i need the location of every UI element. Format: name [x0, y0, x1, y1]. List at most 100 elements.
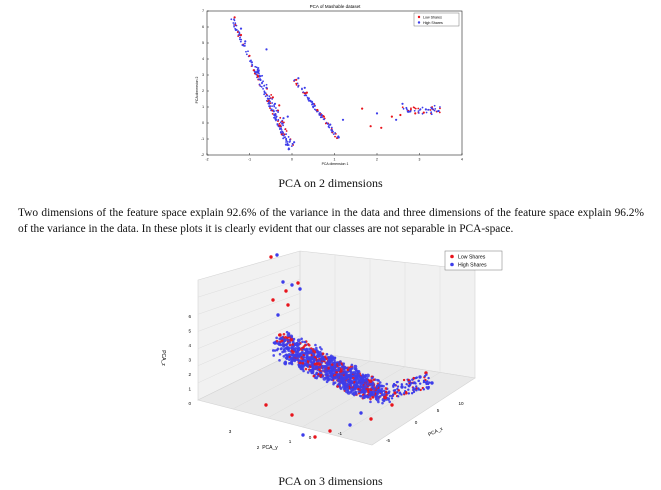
- x-tick-label: 10: [458, 401, 464, 406]
- cluster-point: [405, 106, 408, 109]
- cluster-point: [324, 122, 327, 125]
- data-point: [352, 370, 357, 375]
- data-point: [312, 374, 316, 378]
- data-point: [375, 397, 380, 402]
- cluster-point: [258, 83, 261, 86]
- data-point: [424, 108, 427, 111]
- data-point: [281, 280, 285, 284]
- data-point: [312, 102, 315, 105]
- y-tick-label: -1: [201, 137, 204, 141]
- cluster-point: [280, 131, 282, 133]
- data-point: [314, 343, 317, 347]
- data-point: [369, 400, 372, 404]
- data-point: [328, 360, 331, 363]
- y-tick-label: 5: [202, 41, 204, 45]
- data-point: [418, 375, 422, 379]
- cluster-point: [434, 107, 437, 110]
- data-point: [339, 360, 342, 363]
- data-point: [302, 355, 305, 359]
- data-point: [357, 387, 360, 391]
- data-point: [301, 346, 305, 350]
- data-point: [278, 104, 281, 107]
- data-point: [315, 366, 319, 370]
- data-point: [339, 387, 343, 390]
- data-point: [283, 339, 287, 343]
- data-point: [290, 413, 294, 417]
- data-point: [381, 401, 384, 405]
- data-point: [397, 389, 400, 392]
- data-point: [403, 391, 406, 395]
- y-tick-label: 2: [202, 89, 204, 93]
- legend-label-low: Low Shares: [423, 15, 442, 19]
- data-point: [378, 383, 381, 387]
- data-point: [346, 368, 350, 372]
- data-point: [414, 382, 417, 385]
- data-point: [325, 370, 329, 374]
- data-point: [378, 381, 382, 384]
- y-tick-label: -1: [338, 431, 343, 436]
- data-point: [380, 126, 383, 129]
- cluster-point: [278, 124, 281, 127]
- cluster-point: [414, 107, 417, 110]
- data-point: [384, 390, 388, 394]
- data-point: [325, 375, 329, 379]
- cluster-point: [286, 140, 289, 143]
- data-point: [317, 353, 321, 357]
- data-point: [410, 392, 414, 395]
- cluster-point: [331, 129, 334, 132]
- data-point: [273, 349, 277, 352]
- data-point: [284, 289, 288, 293]
- legend-label-high: High Shares: [423, 21, 443, 25]
- data-point: [305, 364, 309, 367]
- data-point: [326, 377, 330, 382]
- cluster-point: [332, 133, 335, 136]
- data-point: [392, 389, 396, 392]
- x-tick-label: -5: [386, 438, 391, 443]
- data-point: [321, 369, 325, 372]
- data-point: [278, 352, 282, 356]
- data-point: [331, 370, 334, 374]
- data-point: [271, 96, 274, 99]
- cluster-point: [438, 111, 441, 114]
- data-point: [345, 373, 349, 376]
- data-point: [356, 377, 360, 381]
- data-point: [282, 332, 286, 336]
- data-point: [291, 343, 295, 346]
- y-axis-label: PCA dimension 2: [195, 77, 199, 104]
- data-point: [316, 109, 319, 112]
- data-point: [290, 361, 293, 365]
- data-point: [272, 354, 276, 357]
- data-point: [282, 355, 286, 358]
- cluster-point: [256, 68, 259, 71]
- data-point: [395, 391, 399, 394]
- data-point: [375, 385, 379, 389]
- cluster-point: [314, 104, 316, 107]
- data-point: [366, 383, 370, 386]
- cluster-point: [233, 19, 236, 22]
- data-point: [285, 357, 289, 361]
- cluster-point: [268, 95, 271, 98]
- data-point: [315, 372, 318, 375]
- x-tick-label: 5: [437, 408, 440, 413]
- cluster-point: [297, 84, 300, 87]
- data-point: [284, 335, 287, 339]
- z-axis-label: PCA_z: [160, 350, 166, 366]
- cluster-point: [279, 127, 281, 130]
- cluster-point: [271, 109, 274, 112]
- data-point: [417, 379, 420, 383]
- data-point: [350, 367, 354, 370]
- data-point: [363, 384, 367, 388]
- data-point: [339, 374, 343, 378]
- cluster-point: [249, 60, 251, 63]
- data-point: [371, 381, 375, 384]
- data-point: [306, 371, 310, 374]
- cluster-point: [402, 107, 405, 110]
- cluster-point: [263, 90, 266, 93]
- cluster-point: [429, 109, 432, 111]
- cluster-point: [433, 104, 436, 107]
- data-point: [423, 374, 427, 378]
- cluster-point: [283, 121, 285, 124]
- cluster-point: [284, 143, 287, 146]
- data-point: [342, 381, 345, 384]
- cluster-point: [271, 98, 274, 100]
